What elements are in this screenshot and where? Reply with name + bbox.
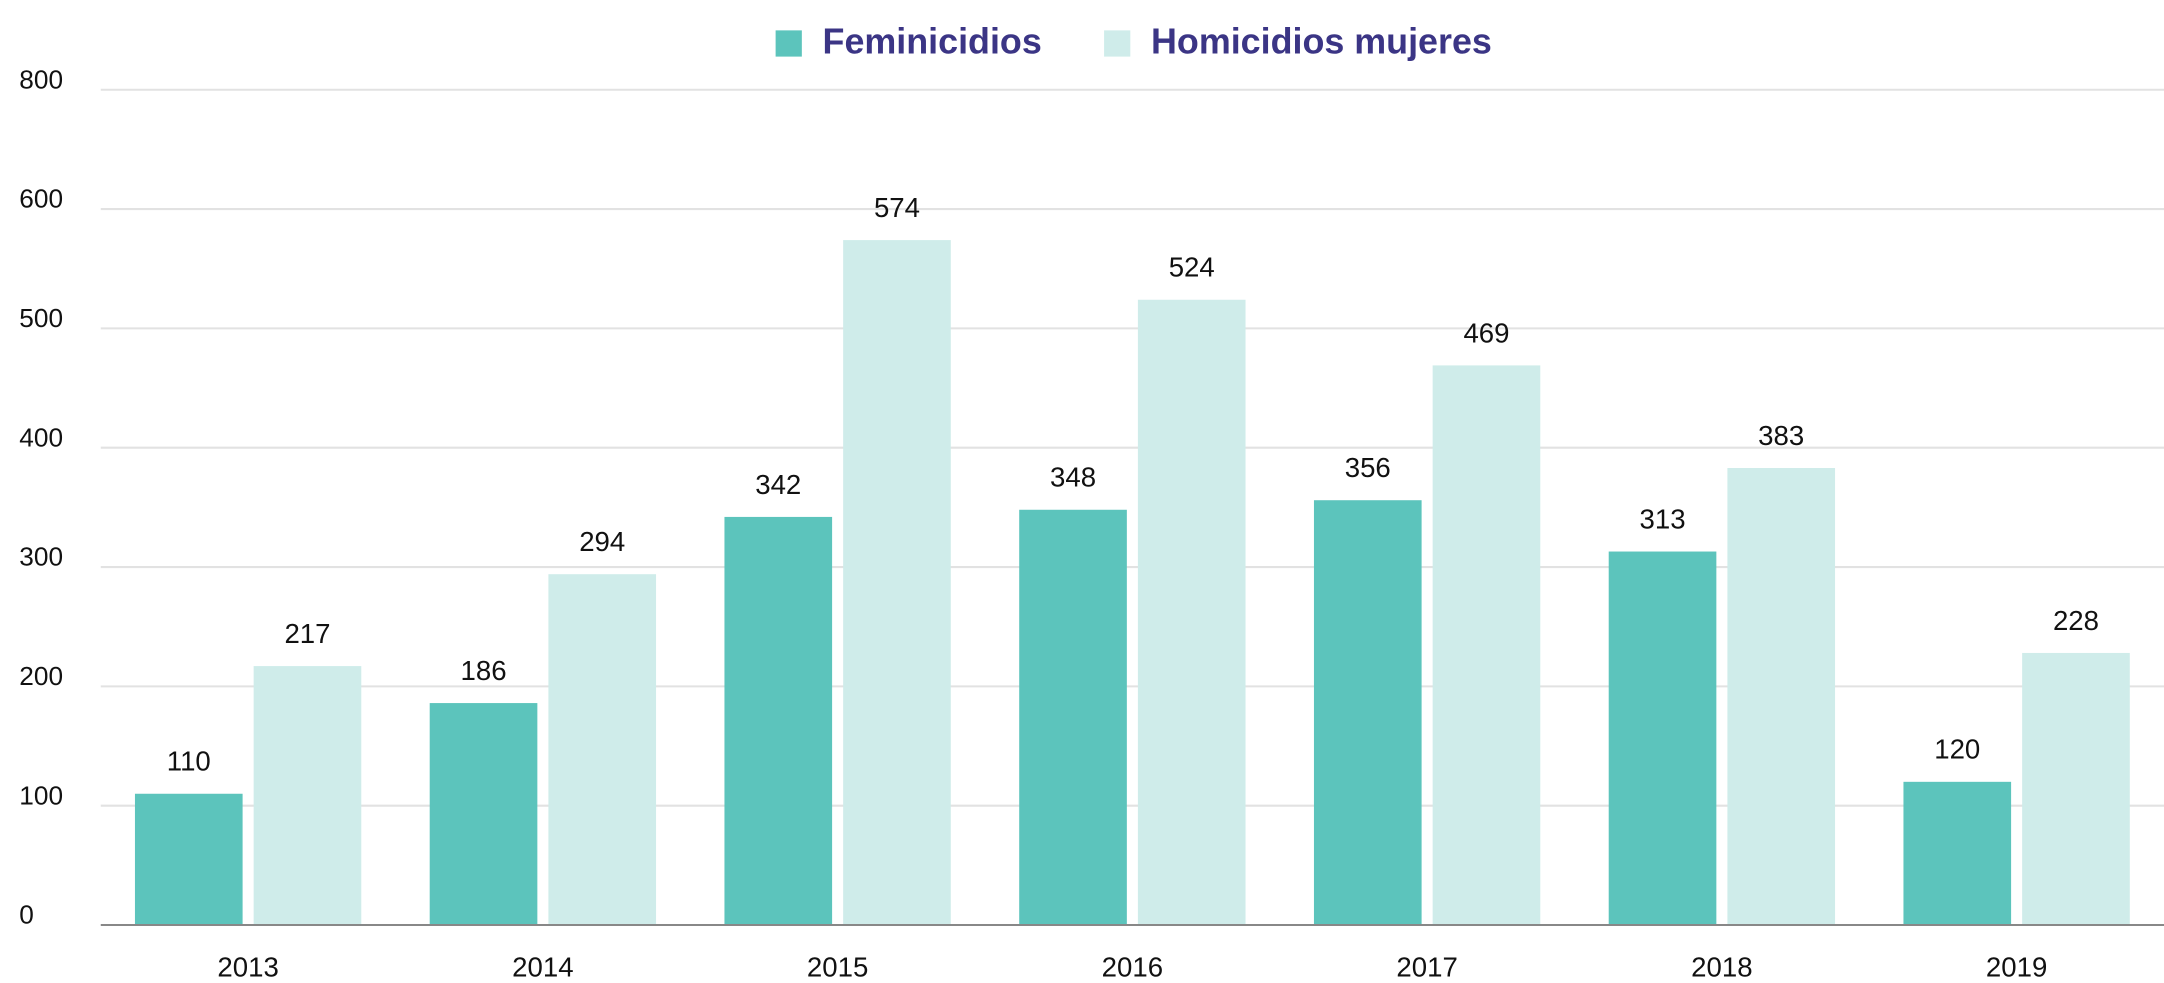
bar [724, 516, 833, 926]
y-tick-label: 100 [19, 780, 63, 810]
value-label: 356 [1345, 452, 1391, 483]
value-label: 383 [1758, 420, 1804, 451]
bar [1432, 365, 1541, 926]
value-label: 294 [579, 526, 625, 557]
y-tick-label: 0 [19, 900, 34, 930]
bar [134, 793, 243, 926]
bar [1608, 551, 1717, 926]
bar [1019, 509, 1127, 926]
x-tick-label: 2018 [1691, 951, 1752, 982]
legend-label: Feminicidios [823, 22, 1042, 62]
y-tick-label: 200 [19, 661, 63, 691]
bar [548, 574, 657, 926]
x-tick-label: 2015 [807, 951, 868, 982]
value-label: 120 [1934, 734, 1980, 765]
bar [1903, 781, 2012, 926]
bar [1137, 299, 1246, 926]
y-tick-label: 400 [19, 422, 63, 452]
value-label: 574 [874, 192, 920, 223]
value-label: 110 [167, 746, 211, 777]
legend: Feminicidios Homicidios mujeres [775, 22, 1492, 62]
bar [843, 240, 951, 926]
value-label: 348 [1050, 462, 1096, 493]
x-tick-label: 2014 [512, 951, 573, 982]
value-label: 469 [1463, 317, 1509, 348]
bar [1727, 467, 1836, 926]
legend-label: Homicidios mujeres [1151, 22, 1492, 62]
legend-swatch [1104, 30, 1131, 57]
bar [429, 703, 538, 926]
value-label: 524 [1169, 252, 1215, 283]
legend-swatch [775, 30, 802, 57]
y-tick-label: 600 [19, 184, 63, 214]
value-label: 217 [284, 618, 330, 649]
bar [2022, 652, 2130, 926]
x-tick-label: 2016 [1102, 951, 1163, 982]
value-label: 313 [1640, 503, 1686, 534]
y-tick-label: 500 [19, 303, 63, 333]
x-tick-label: 2013 [217, 951, 278, 982]
x-tick-label: 2019 [1986, 951, 2047, 982]
bar [253, 666, 362, 926]
value-label: 342 [755, 469, 801, 500]
value-label: 186 [461, 655, 507, 686]
x-tick-label: 2017 [1396, 951, 1457, 982]
y-tick-label: 800 [19, 64, 63, 94]
bar [1313, 500, 1422, 926]
y-tick-label: 300 [19, 542, 63, 572]
value-label: 228 [2053, 605, 2099, 636]
